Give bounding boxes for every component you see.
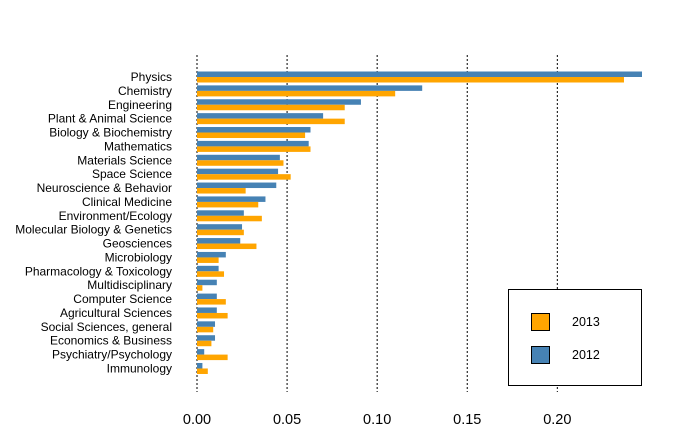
bar-2013-multidisciplinary (197, 285, 203, 291)
category-label-mathematics: Mathematics (104, 139, 172, 153)
legend-box (508, 289, 642, 386)
legend-label-2013: 2013 (572, 315, 600, 329)
category-label-physics: Physics (131, 70, 172, 84)
bar-2013-neuroscience-behavior (197, 188, 246, 194)
bar-2013-immunology (197, 368, 208, 374)
category-label-space-science: Space Science (92, 167, 172, 181)
category-label-psychiatry-psychology: Psychiatry/Psychology (52, 348, 172, 362)
bar-2012-agricultural-sciences (197, 307, 217, 313)
bars (197, 71, 642, 374)
bar-2013-pharmacology-toxicology (197, 271, 225, 277)
bar-2012-molecular-biology-genetics (197, 224, 243, 230)
bar-2012-materials-science (197, 154, 280, 161)
x-tick-label-2: 0.10 (363, 412, 391, 428)
bar-2012-geosciences (197, 238, 241, 244)
bar-2013-geosciences (197, 243, 257, 250)
legend: 2013 2012 (508, 289, 642, 386)
category-label-computer-science: Computer Science (73, 292, 172, 306)
bar-2013-clinical-medicine (197, 201, 259, 208)
bar-2012-mathematics (197, 140, 309, 147)
bar-2013-computer-science (197, 299, 226, 305)
x-tick-label-1: 0.05 (273, 412, 301, 428)
category-label-clinical-medicine: Clinical Medicine (82, 195, 172, 209)
category-label-immunology: Immunology (107, 361, 172, 375)
bar-2012-immunology (197, 362, 203, 369)
x-tick-labels: 0.00 0.05 0.10 0.15 0.20 (183, 412, 572, 428)
bar-2013-molecular-biology-genetics (197, 229, 244, 236)
bar-2012-plant-animal-science (197, 113, 324, 119)
bar-2013-agricultural-sciences (197, 312, 228, 319)
category-label-materials-science: Materials Science (77, 153, 172, 167)
bar-2013-social-sciences-general (197, 326, 214, 333)
bar-2013-space-science (197, 174, 291, 180)
x-tick-label-4: 0.20 (543, 412, 571, 428)
category-label-agricultural-sciences: Agricultural Sciences (60, 306, 172, 320)
bar-2012-chemistry (197, 85, 423, 91)
bar-2012-economics-business (197, 335, 216, 341)
category-label-neuroscience-behavior: Neuroscience & Behavior (37, 181, 172, 195)
bar-2013-materials-science (197, 160, 284, 166)
category-label-pharmacology-toxicology: Pharmacology & Toxicology (25, 264, 172, 278)
category-label-chemistry: Chemistry (118, 84, 172, 98)
bar-2012-clinical-medicine (197, 196, 266, 202)
bar-2012-environment-ecology (197, 210, 244, 216)
bar-2013-biology-biochemistry (197, 132, 306, 139)
bar-2012-multidisciplinary (197, 279, 217, 286)
bar-2012-space-science (197, 168, 279, 175)
bar-2012-engineering (197, 99, 361, 105)
legend-swatch-2013 (531, 313, 550, 331)
category-label-plant-animal-science: Plant & Animal Science (48, 112, 172, 126)
bar-2013-psychiatry-psychology (197, 354, 228, 361)
bar-2012-physics (197, 71, 642, 77)
bar-2012-biology-biochemistry (197, 127, 311, 133)
bar-2012-pharmacology-toxicology (197, 265, 219, 272)
bar-2013-economics-business (197, 340, 212, 347)
bar-2013-plant-animal-science (197, 118, 345, 125)
bar-2013-chemistry (197, 90, 396, 97)
bar-2012-computer-science (197, 293, 217, 300)
bar-2012-neuroscience-behavior (197, 182, 277, 189)
legend-swatch-2012 (531, 346, 550, 364)
bar-2012-social-sciences-general (197, 321, 216, 327)
category-label-molecular-biology-genetics: Molecular Biology & Genetics (15, 223, 172, 237)
bar-2013-microbiology (197, 257, 219, 263)
category-label-multidisciplinary: Multidisciplinary (87, 278, 172, 292)
x-tick-label-0: 0.00 (183, 412, 211, 428)
category-label-environment-ecology: Environment/Ecology (59, 209, 172, 223)
category-label-engineering: Engineering (108, 98, 172, 112)
bar-2013-mathematics (197, 146, 311, 152)
bar-2013-environment-ecology (197, 215, 262, 222)
category-label-geosciences: Geosciences (103, 237, 172, 251)
category-label-social-sciences-general: Social Sciences, general (41, 320, 172, 334)
bar-2012-microbiology (197, 251, 226, 258)
x-tick-label-3: 0.15 (453, 412, 481, 428)
category-label-biology-biochemistry: Biology & Biochemistry (49, 126, 172, 140)
bar-2013-engineering (197, 104, 345, 111)
legend-label-2012: 2012 (572, 348, 600, 362)
bar-2012-psychiatry-psychology (197, 349, 205, 355)
category-label-economics-business: Economics & Business (50, 334, 172, 348)
bar-2013-physics (197, 77, 624, 83)
category-label-microbiology: Microbiology (105, 250, 172, 264)
